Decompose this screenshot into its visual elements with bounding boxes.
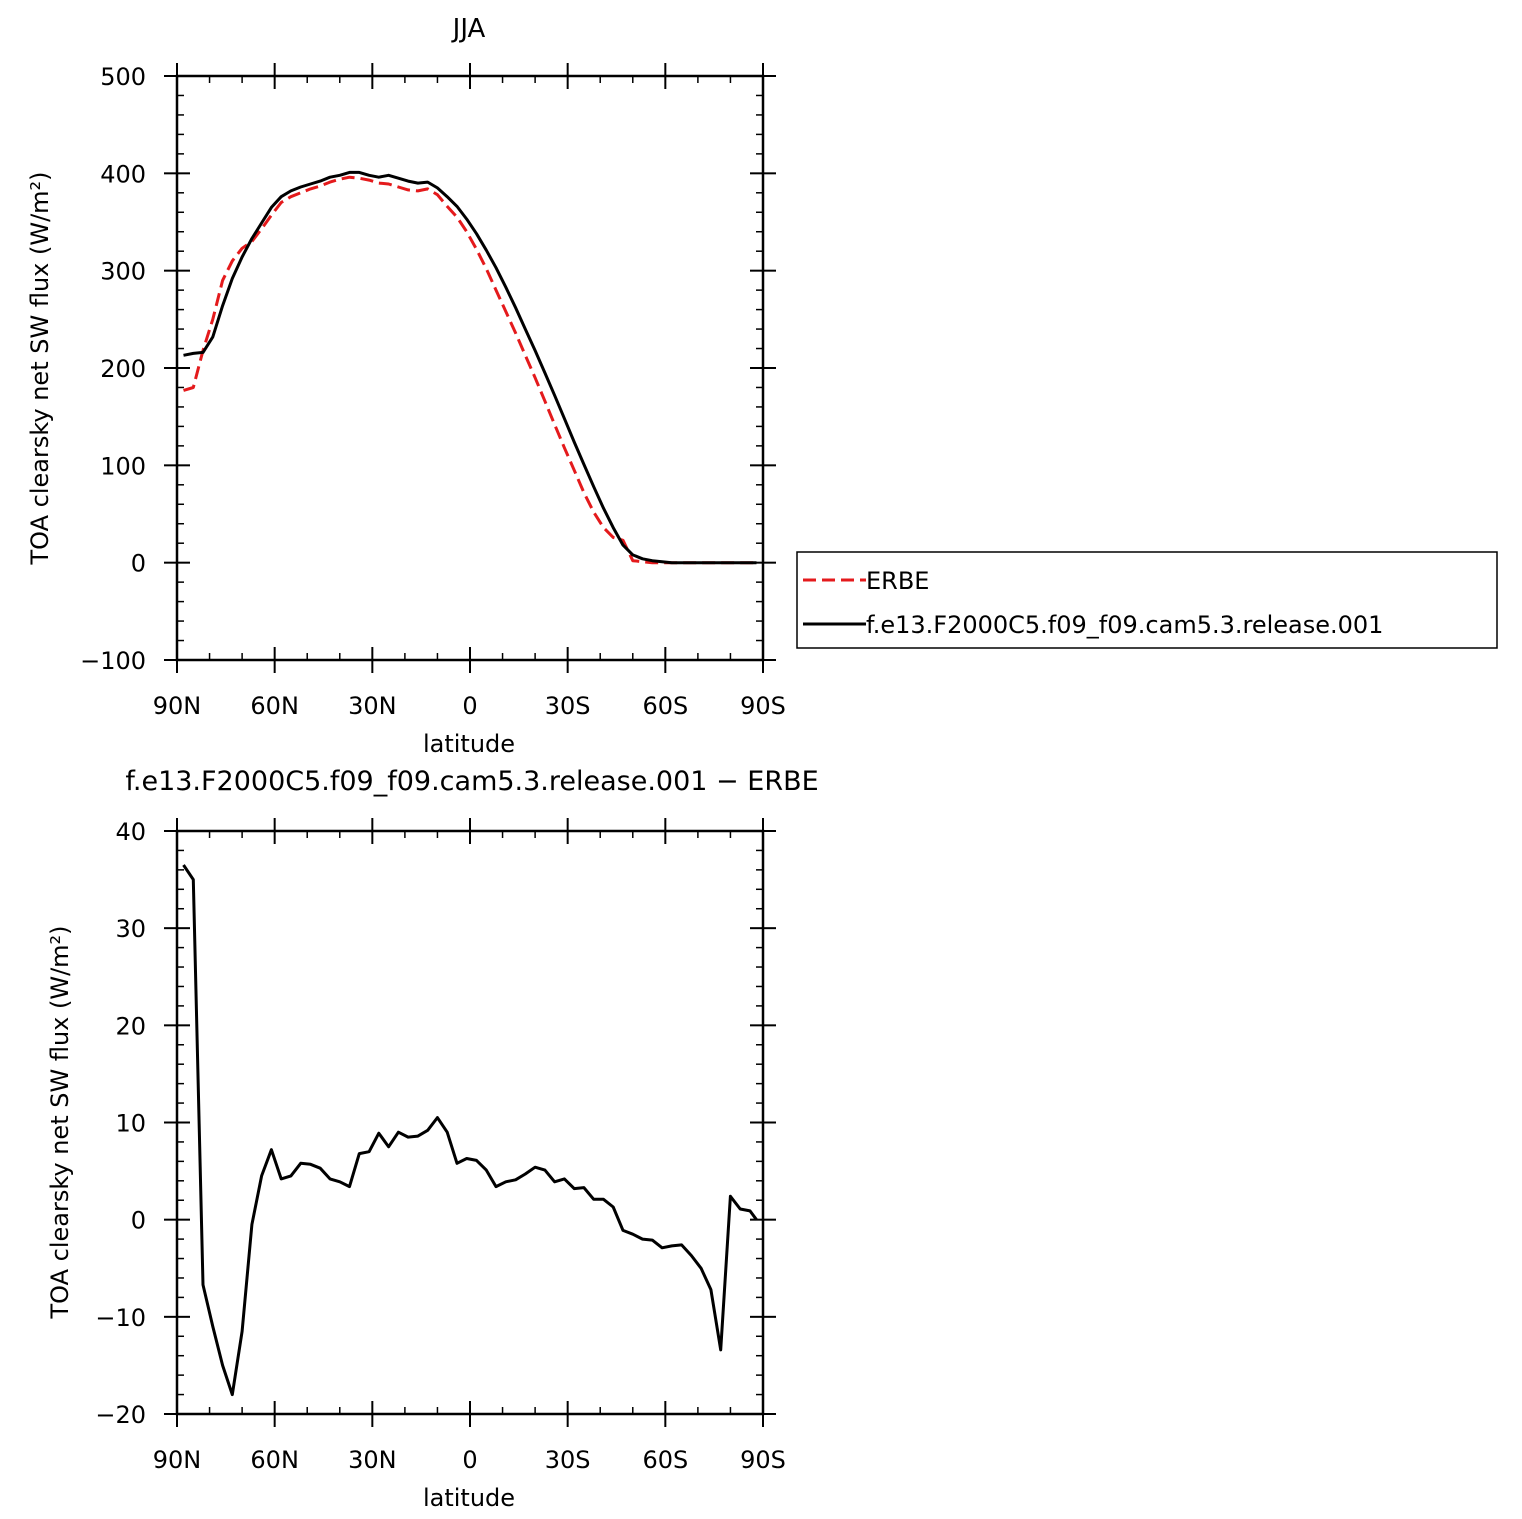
- bottom-panel-series-group: [182, 864, 758, 1397]
- bottom-panel-x-axis-label: latitude: [423, 1484, 515, 1512]
- x-tick-label: 90S: [740, 1446, 786, 1474]
- y-tick-label: 30: [115, 915, 146, 943]
- y-tick-label: 20: [115, 1012, 146, 1040]
- top-panel-series-group: [183, 170, 757, 565]
- y-tick-label: −20: [95, 1401, 146, 1429]
- top-panel-x-axis-label: latitude: [423, 730, 515, 758]
- y-tick-label: 10: [115, 1110, 146, 1138]
- x-tick-label: 60N: [250, 692, 299, 720]
- x-tick-label: 90N: [153, 692, 202, 720]
- y-tick-label: 300: [100, 258, 146, 286]
- y-tick-label: −100: [80, 647, 146, 675]
- x-tick-label: 60N: [250, 1446, 299, 1474]
- top-panel: JJA −100 0 100 200 300 400 500 90N 60N 30N 0 30S 60…: [26, 14, 786, 758]
- bottom-panel-title: f.e13.F2000C5.f09_f09.cam5.3.release.001…: [125, 766, 818, 797]
- y-tick-label: 40: [115, 818, 146, 846]
- top-panel-y-tick-labels: −100 0 100 200 300 400 500: [80, 63, 146, 675]
- bottom-panel-x-tick-labels: 90N 60N 30N 0 30S 60S 90S: [153, 1446, 786, 1474]
- legend: ERBE f.e13.F2000C5.f09_f09.cam5.3.releas…: [796, 551, 1498, 649]
- top-panel-y-axis-label: TOA clearsky net SW flux (W/m²): [26, 171, 54, 565]
- bottom-panel-y-tick-labels: −20 −10 0 10 20 30 40: [95, 818, 146, 1429]
- series-line-f-e13-f2000c5-f09-f09-cam5-3-release-001: [183, 170, 757, 565]
- top-panel-title: JJA: [451, 14, 486, 44]
- bottom-panel-y-axis-label: TOA clearsky net SW flux (W/m²): [46, 925, 74, 1319]
- bottom-panel: f.e13.F2000C5.f09_f09.cam5.3.release.001…: [46, 766, 819, 1512]
- top-panel-x-tick-labels: 90N 60N 30N 0 30S 60S 90S: [153, 692, 786, 720]
- series-line-erbe: [183, 175, 757, 565]
- y-tick-label: 0: [131, 1207, 146, 1235]
- legend-box: [796, 551, 1498, 649]
- x-tick-label: 0: [462, 692, 477, 720]
- x-tick-label: 30S: [545, 1446, 591, 1474]
- top-panel-plot-frame: [175, 74, 765, 662]
- x-tick-label: 0: [462, 1446, 477, 1474]
- y-tick-label: 200: [100, 355, 146, 383]
- x-tick-label: 30N: [348, 692, 397, 720]
- y-tick-label: 100: [100, 452, 146, 480]
- bottom-panel-plot-frame: [175, 829, 765, 1416]
- y-tick-label: 500: [100, 63, 146, 91]
- x-tick-label: 60S: [642, 692, 688, 720]
- y-tick-label: 0: [131, 550, 146, 578]
- x-tick-label: 90S: [740, 692, 786, 720]
- x-tick-label: 90N: [153, 1446, 202, 1474]
- y-tick-label: 400: [100, 160, 146, 188]
- x-tick-label: 60S: [642, 1446, 688, 1474]
- x-tick-label: 30N: [348, 1446, 397, 1474]
- series-line-difference: [182, 864, 758, 1397]
- y-tick-label: −10: [95, 1304, 146, 1332]
- top-panel-ticks: [164, 63, 776, 673]
- legend-label-erbe: ERBE: [866, 567, 929, 595]
- legend-label-model: f.e13.F2000C5.f09_f09.cam5.3.release.001: [866, 611, 1383, 639]
- bottom-panel-ticks: [164, 818, 776, 1427]
- x-tick-label: 30S: [545, 692, 591, 720]
